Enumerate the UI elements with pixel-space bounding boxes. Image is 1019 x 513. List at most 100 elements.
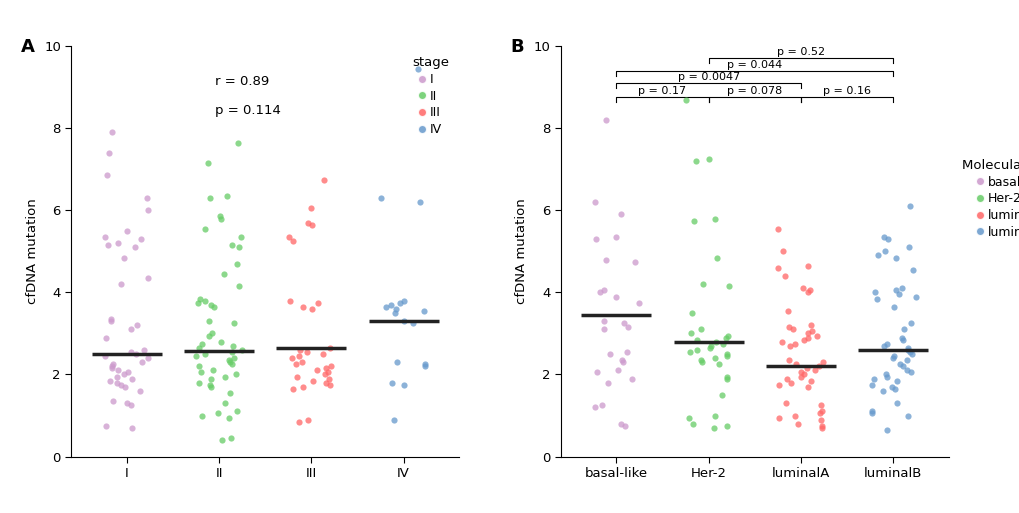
- Point: [206, 303, 222, 311]
- Point: [202, 381, 218, 389]
- Point: [387, 309, 404, 317]
- Point: [780, 307, 796, 315]
- Point: [193, 368, 209, 377]
- Point: [122, 401, 139, 409]
- Point: [865, 374, 881, 383]
- Point: [116, 253, 132, 262]
- Point: [682, 329, 698, 338]
- Point: [221, 358, 237, 366]
- Point: [630, 299, 646, 307]
- Point: [226, 319, 243, 327]
- Point: [598, 116, 614, 124]
- Point: [109, 372, 125, 381]
- Point: [210, 409, 226, 418]
- Point: [769, 413, 786, 422]
- Point: [223, 348, 239, 356]
- Point: [681, 348, 697, 356]
- Text: p = 0.52: p = 0.52: [776, 47, 824, 57]
- Point: [221, 389, 237, 397]
- Point: [131, 387, 148, 395]
- Point: [882, 383, 899, 391]
- Point: [613, 358, 630, 366]
- Point: [197, 225, 213, 233]
- Point: [813, 424, 829, 432]
- Point: [607, 292, 624, 301]
- Point: [904, 266, 920, 274]
- Point: [191, 379, 207, 387]
- Point: [802, 377, 818, 385]
- Point: [204, 366, 220, 374]
- Legend: I, II, III, IV: I, II, III, IV: [408, 52, 452, 140]
- Point: [287, 360, 304, 368]
- Point: [232, 233, 249, 241]
- Point: [119, 368, 136, 377]
- Point: [410, 65, 426, 73]
- Point: [718, 422, 735, 430]
- Point: [396, 317, 413, 325]
- Point: [194, 411, 210, 420]
- Point: [773, 247, 790, 255]
- Text: B: B: [511, 38, 524, 56]
- Point: [773, 338, 790, 346]
- Point: [112, 381, 128, 389]
- Point: [304, 305, 320, 313]
- Point: [284, 237, 301, 245]
- Point: [229, 260, 246, 268]
- Point: [877, 340, 894, 348]
- Point: [317, 364, 333, 372]
- Point: [118, 227, 135, 235]
- Point: [902, 368, 918, 377]
- Point: [123, 424, 140, 432]
- Point: [877, 426, 894, 434]
- Point: [714, 340, 731, 348]
- Point: [288, 372, 305, 381]
- Point: [889, 399, 905, 407]
- Point: [309, 299, 325, 307]
- Point: [127, 243, 144, 251]
- Point: [595, 325, 611, 333]
- Point: [389, 358, 406, 366]
- Point: [876, 370, 893, 379]
- Point: [103, 315, 119, 323]
- Point: [810, 362, 826, 370]
- Point: [863, 381, 879, 389]
- Point: [187, 352, 204, 360]
- Point: [887, 385, 903, 393]
- Point: [109, 239, 125, 247]
- Point: [220, 413, 236, 422]
- Point: [708, 253, 725, 262]
- Point: [782, 379, 798, 387]
- Point: [140, 194, 156, 202]
- Point: [589, 368, 605, 377]
- Point: [874, 387, 891, 395]
- Point: [687, 157, 703, 165]
- Point: [593, 401, 609, 409]
- Point: [405, 319, 421, 327]
- Point: [200, 159, 216, 167]
- Point: [688, 346, 704, 354]
- Point: [796, 370, 812, 379]
- Point: [105, 360, 121, 368]
- Point: [317, 379, 333, 387]
- Point: [202, 194, 218, 202]
- Point: [869, 251, 886, 260]
- Point: [799, 383, 815, 391]
- Point: [281, 233, 298, 241]
- Point: [702, 342, 718, 350]
- Point: [203, 301, 219, 309]
- Point: [888, 377, 904, 385]
- Point: [862, 407, 878, 416]
- Point: [378, 303, 394, 311]
- Point: [192, 344, 208, 352]
- Point: [899, 346, 915, 354]
- Point: [718, 352, 735, 360]
- Point: [412, 198, 428, 206]
- Point: [591, 288, 607, 297]
- Y-axis label: cfDNA mutation: cfDNA mutation: [515, 199, 528, 304]
- Point: [601, 350, 618, 358]
- Point: [123, 348, 140, 356]
- Text: A: A: [21, 38, 35, 56]
- Point: [304, 221, 320, 229]
- Point: [803, 327, 819, 336]
- Point: [285, 385, 302, 393]
